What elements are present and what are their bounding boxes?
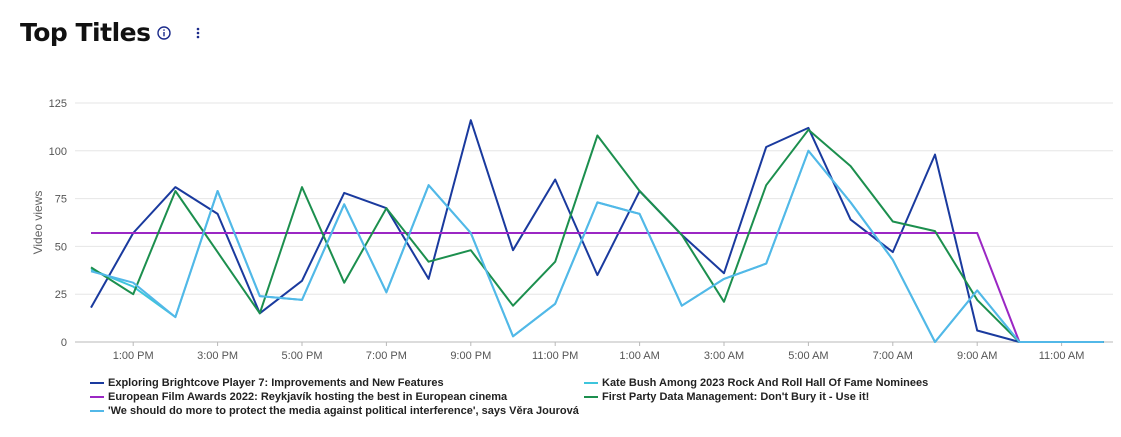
legend-swatch <box>90 382 104 384</box>
x-tick-label: 11:00 PM <box>532 350 578 362</box>
legend-label: Exploring Brightcove Player 7: Improveme… <box>108 377 444 389</box>
x-tick-label: 5:00 PM <box>282 350 323 362</box>
x-tick-label: 3:00 PM <box>197 350 238 362</box>
x-tick-label: 9:00 PM <box>450 350 491 362</box>
x-tick-label: 7:00 PM <box>366 350 407 362</box>
legend-swatch <box>90 396 104 398</box>
info-circle-icon[interactable] <box>156 25 171 40</box>
legend-swatch <box>584 396 598 398</box>
chart-series <box>90 119 1104 343</box>
legend-item[interactable]: Kate Bush Among 2023 Rock And Roll Hall … <box>584 377 928 389</box>
legend-label: Kate Bush Among 2023 Rock And Roll Hall … <box>602 377 929 389</box>
series-line-4[interactable] <box>90 128 1104 343</box>
y-tick-label: 25 <box>55 289 67 301</box>
y-tick-label: 0 <box>61 337 67 349</box>
x-tick-label: 7:00 AM <box>873 350 913 362</box>
y-tick-label: 75 <box>55 194 67 206</box>
x-tick-label: 5:00 AM <box>788 350 828 362</box>
chart-grid <box>75 102 1113 343</box>
x-tick-label: 1:00 PM <box>113 350 154 362</box>
y-tick-label: 100 <box>49 146 67 158</box>
y-tick-label: 125 <box>49 98 67 110</box>
y-tick-label: 50 <box>55 241 67 253</box>
legend-item[interactable]: European Film Awards 2022: Reykjavík hos… <box>90 391 507 403</box>
legend-label: European Film Awards 2022: Reykjavík hos… <box>108 391 508 403</box>
legend-item[interactable]: First Party Data Management: Don't Bury … <box>584 391 869 403</box>
x-tick-label: 11:00 AM <box>1039 350 1085 362</box>
y-axis-label: Video views <box>31 191 45 255</box>
legend-swatch <box>90 410 104 412</box>
legend-label: First Party Data Management: Don't Bury … <box>602 391 870 403</box>
legend-item[interactable]: 'We should do more to protect the media … <box>90 405 579 417</box>
page-title: Top Titles <box>20 18 151 47</box>
x-tick-label: 9:00 AM <box>957 350 997 362</box>
series-line-1[interactable] <box>90 119 1104 343</box>
series-line-5[interactable] <box>90 149 1104 343</box>
legend-item[interactable]: Exploring Brightcove Player 7: Improveme… <box>90 377 444 389</box>
legend-swatch <box>584 382 598 384</box>
chart-axes: 0 25 50 75 100 125 1:00 PM 3:00 PM 5:00 PM 7:00 P… <box>31 98 1084 362</box>
x-tick-label: 3:00 AM <box>704 350 744 362</box>
line-chart: 0 25 50 75 100 125 1:00 PM 3:00 PM 5:00 PM 7:00 P… <box>31 98 1113 362</box>
x-tick-label: 1:00 AM <box>619 350 659 362</box>
kebab-menu-icon[interactable] <box>195 26 201 40</box>
header: Top Titles <box>20 18 201 47</box>
legend-label: 'We should do more to protect the media … <box>108 405 579 417</box>
